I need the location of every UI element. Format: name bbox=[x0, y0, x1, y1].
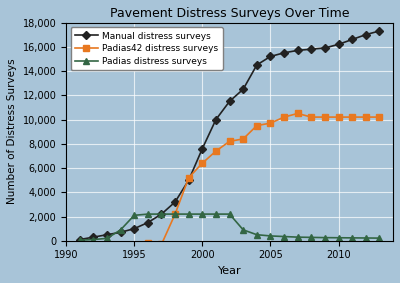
Padias distress surveys bbox=[268, 234, 273, 238]
Manual distress surveys bbox=[200, 147, 205, 150]
Padias42 distress surveys bbox=[322, 115, 327, 119]
Padias distress surveys bbox=[350, 236, 354, 240]
Manual distress surveys bbox=[77, 238, 82, 241]
Manual distress surveys bbox=[227, 100, 232, 103]
Padias42 distress surveys bbox=[254, 124, 259, 127]
Padias distress surveys bbox=[104, 237, 109, 240]
Padias42 distress surveys bbox=[146, 241, 150, 245]
Manual distress surveys bbox=[295, 49, 300, 52]
Padias distress surveys bbox=[77, 239, 82, 242]
Padias distress surveys bbox=[282, 235, 286, 238]
Padias distress surveys bbox=[118, 228, 123, 231]
Padias distress surveys bbox=[377, 236, 382, 240]
Padias42 distress surveys bbox=[377, 115, 382, 119]
Padias distress surveys bbox=[336, 236, 341, 239]
Manual distress surveys bbox=[91, 235, 96, 239]
Manual distress surveys bbox=[159, 213, 164, 216]
Y-axis label: Number of Distress Surveys: Number of Distress Surveys bbox=[7, 59, 17, 204]
Padias42 distress surveys bbox=[159, 243, 164, 246]
Padias42 distress surveys bbox=[227, 140, 232, 143]
Manual distress surveys bbox=[282, 51, 286, 55]
Padias42 distress surveys bbox=[173, 213, 178, 216]
Padias42 distress surveys bbox=[282, 115, 286, 119]
Manual distress surveys bbox=[104, 233, 109, 236]
Line: Padias distress surveys: Padias distress surveys bbox=[77, 211, 382, 243]
Padias distress surveys bbox=[146, 213, 150, 216]
Padias distress surveys bbox=[241, 228, 246, 231]
Legend: Manual distress surveys, Padias42 distress surveys, Padias distress surveys: Manual distress surveys, Padias42 distre… bbox=[71, 27, 223, 70]
Padias distress surveys bbox=[186, 213, 191, 216]
Manual distress surveys bbox=[186, 179, 191, 182]
Padias42 distress surveys bbox=[268, 121, 273, 125]
Padias distress surveys bbox=[322, 236, 327, 239]
Padias distress surveys bbox=[227, 213, 232, 216]
Manual distress surveys bbox=[173, 200, 178, 204]
Padias42 distress surveys bbox=[336, 115, 341, 119]
Padias42 distress surveys bbox=[309, 115, 314, 119]
Manual distress surveys bbox=[118, 231, 123, 234]
Manual distress surveys bbox=[241, 87, 246, 91]
Padias42 distress surveys bbox=[350, 115, 354, 119]
Padias42 distress surveys bbox=[186, 176, 191, 179]
Manual distress surveys bbox=[364, 33, 368, 36]
Padias42 distress surveys bbox=[241, 137, 246, 141]
Padias distress surveys bbox=[159, 213, 164, 216]
Padias distress surveys bbox=[132, 214, 137, 217]
Padias distress surveys bbox=[91, 238, 96, 241]
Manual distress surveys bbox=[336, 43, 341, 46]
Manual distress surveys bbox=[377, 29, 382, 33]
Padias distress surveys bbox=[254, 233, 259, 236]
Padias42 distress surveys bbox=[200, 162, 205, 165]
Manual distress surveys bbox=[146, 221, 150, 224]
Padias42 distress surveys bbox=[364, 115, 368, 119]
Padias42 distress surveys bbox=[214, 149, 218, 153]
Manual distress surveys bbox=[254, 63, 259, 67]
Manual distress surveys bbox=[132, 227, 137, 230]
Line: Padias42 distress surveys: Padias42 distress surveys bbox=[145, 111, 382, 247]
Padias distress surveys bbox=[295, 235, 300, 239]
Manual distress surveys bbox=[268, 55, 273, 58]
Padias distress surveys bbox=[214, 213, 218, 216]
Padias distress surveys bbox=[173, 213, 178, 216]
X-axis label: Year: Year bbox=[218, 266, 241, 276]
Padias distress surveys bbox=[309, 236, 314, 239]
Manual distress surveys bbox=[322, 46, 327, 50]
Manual distress surveys bbox=[309, 48, 314, 51]
Padias42 distress surveys bbox=[295, 112, 300, 115]
Line: Manual distress surveys: Manual distress surveys bbox=[77, 28, 382, 242]
Manual distress surveys bbox=[214, 118, 218, 121]
Manual distress surveys bbox=[350, 38, 354, 41]
Padias distress surveys bbox=[200, 213, 205, 216]
Padias distress surveys bbox=[364, 236, 368, 240]
Title: Pavement Distress Surveys Over Time: Pavement Distress Surveys Over Time bbox=[110, 7, 349, 20]
